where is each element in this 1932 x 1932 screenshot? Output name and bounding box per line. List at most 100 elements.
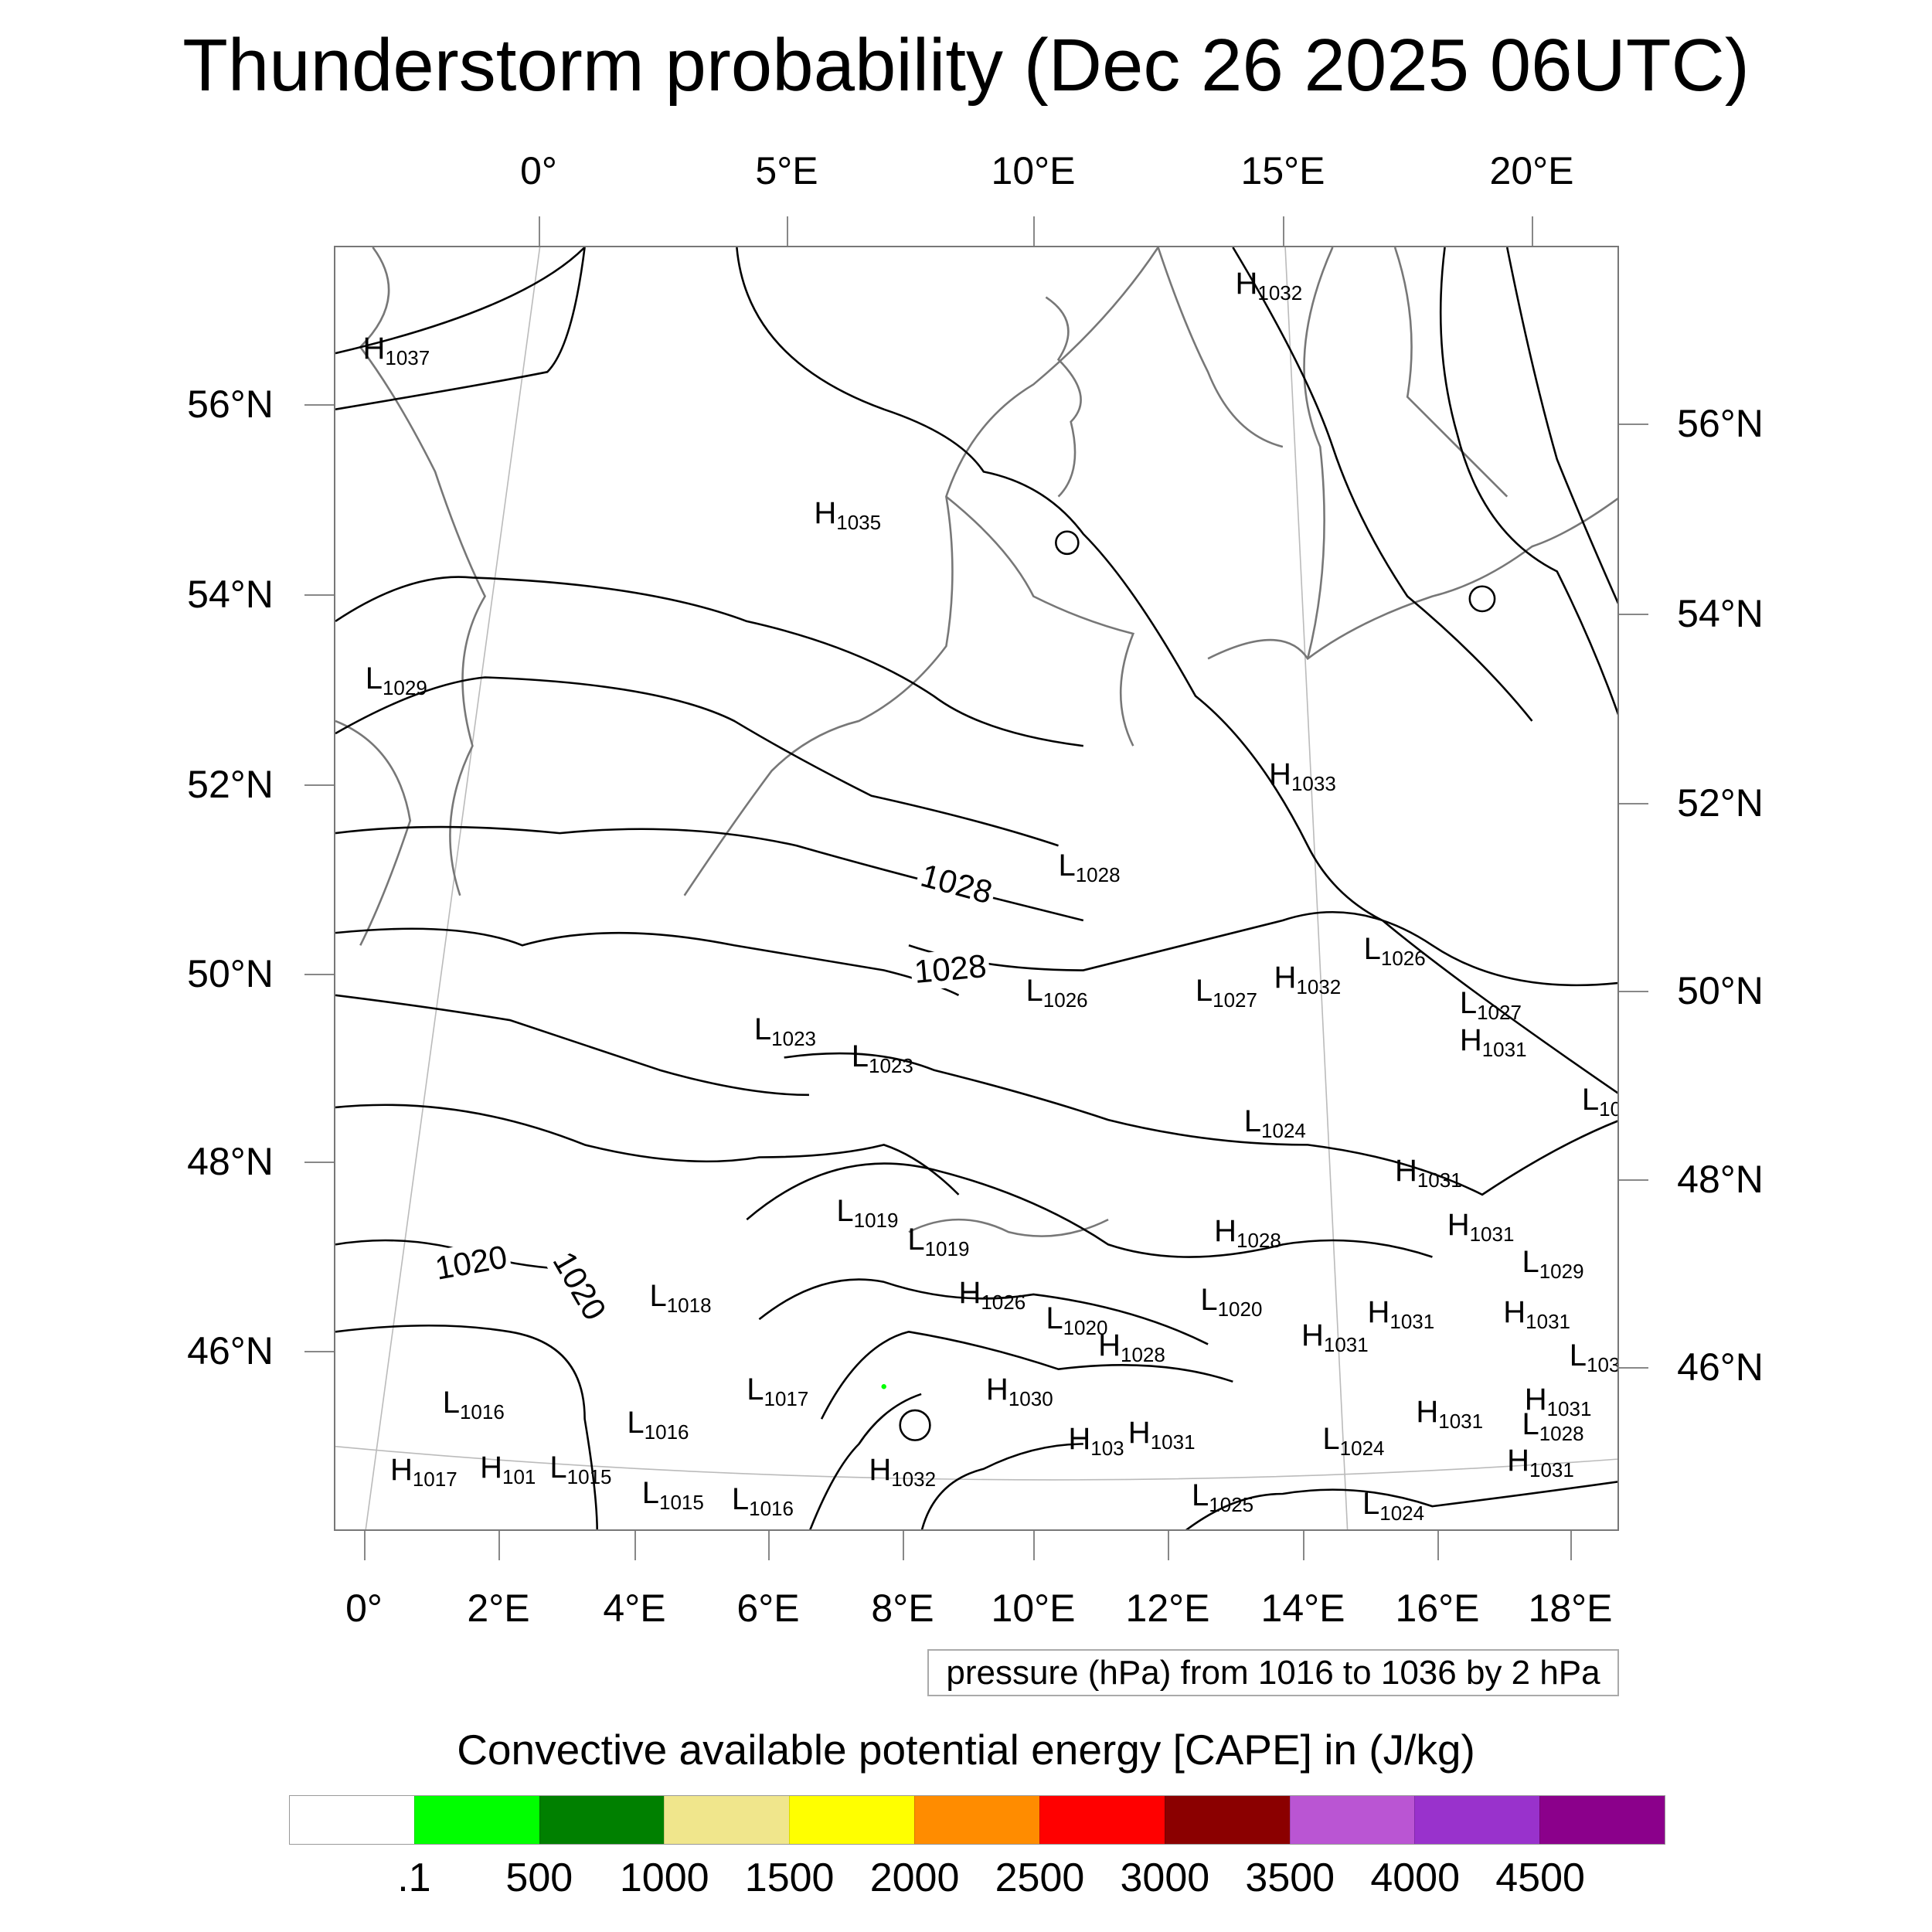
center-value: 1031 (1438, 1409, 1484, 1433)
center-value: 1026 (981, 1291, 1026, 1315)
center-type: L (1363, 932, 1381, 967)
colorbar-swatch (539, 1796, 665, 1844)
tick-mark (1283, 216, 1284, 246)
center-type: H (1524, 1382, 1547, 1417)
center-value: 1031 (1546, 1396, 1592, 1420)
center-type: H (985, 1372, 1009, 1406)
colorbar-title: Convective available potential energy [C… (457, 1726, 1475, 1774)
colorbar-label: .1 (397, 1855, 431, 1900)
low-pressure-label: L1026 (1026, 974, 1088, 1012)
left-lat-label: 52°N (187, 763, 274, 806)
bottom-lon-label: 2°E (467, 1587, 530, 1630)
tick-mark (539, 216, 540, 246)
center-value: 1016 (644, 1420, 689, 1444)
high-pressure-label: H1032 (1236, 267, 1303, 305)
low-pressure-label: L1016 (443, 1386, 505, 1424)
center-value: 1020 (1063, 1315, 1108, 1339)
colorbar-label: 2000 (869, 1855, 960, 1900)
center-value: 1024 (1379, 1502, 1425, 1526)
center-value: 1025 (1209, 1492, 1254, 1516)
low-pressure-label: L1016 (732, 1482, 794, 1521)
center-type: H (1503, 1294, 1526, 1329)
low-pressure-label: L1029 (1522, 1245, 1583, 1284)
bottom-lon-label: 12°E (1125, 1587, 1210, 1630)
tick-mark (634, 1531, 636, 1560)
center-type: L (851, 1039, 869, 1073)
center-value: 101 (502, 1465, 536, 1489)
center-value: 103 (1587, 1353, 1619, 1377)
colorbar-swatch (1414, 1796, 1540, 1844)
tick-mark (304, 974, 334, 975)
bottom-lon-label: 16°E (1395, 1587, 1480, 1630)
tick-mark (1532, 216, 1533, 246)
low-pressure-label: L1018 (649, 1279, 711, 1318)
center-value: 1028 (1120, 1343, 1165, 1367)
center-type: L (1195, 973, 1213, 1008)
bottom-lon-label: 8°E (871, 1587, 934, 1630)
right-lat-label: 48°N (1677, 1158, 1764, 1201)
center-value: 1015 (659, 1490, 704, 1514)
cape-spot (881, 1384, 886, 1389)
tick-mark (1619, 803, 1648, 804)
low-pressure-label: L1019 (907, 1223, 969, 1261)
center-type: L (1192, 1478, 1209, 1512)
center-type: L (365, 662, 383, 696)
center-value: 1028 (1539, 1421, 1584, 1445)
center-value: 1029 (1539, 1260, 1584, 1284)
center-type: H (480, 1451, 502, 1485)
meridian-15 (1284, 247, 1349, 1529)
center-value: 1031 (1150, 1430, 1196, 1454)
tick-mark (1570, 1531, 1572, 1560)
center-type: H (1068, 1422, 1091, 1457)
center-value: 1023 (868, 1053, 913, 1077)
center-value: 1035 (836, 510, 882, 534)
low-pressure-label: L1024 (1362, 1487, 1424, 1526)
tick-mark (768, 1531, 770, 1560)
colorbar-label: 4000 (1370, 1855, 1461, 1900)
right-lat-label: 56°N (1677, 402, 1764, 445)
center-type: H (1274, 961, 1297, 995)
low-pressure-label: L1020 (1046, 1301, 1107, 1340)
low-pressure-label: L1024 (1322, 1422, 1384, 1461)
colorbar-swatch (1289, 1796, 1415, 1844)
center-type: H (1367, 1294, 1390, 1329)
high-pressure-label: H101 (480, 1451, 536, 1489)
contour-label: 1028 (910, 947, 992, 992)
colorbar (289, 1795, 1665, 1845)
high-pressure-label: H1031 (1301, 1318, 1369, 1357)
center-type: H (1214, 1213, 1236, 1248)
colorbar-label: 1000 (619, 1855, 709, 1900)
center-type: H (814, 495, 837, 530)
center-value: 1026 (1380, 947, 1426, 971)
center-value: 1031 (1417, 1168, 1462, 1192)
center-type: H (1459, 1023, 1482, 1058)
colorbar-swatch (290, 1796, 414, 1844)
center-type: L (1569, 1338, 1587, 1373)
center-type: H (362, 331, 386, 366)
colorbar-swatch (1164, 1796, 1290, 1844)
low-pressure-label: L1017 (747, 1372, 808, 1411)
center-type: H (1394, 1154, 1417, 1189)
center-value: 1029 (382, 676, 427, 700)
colorbar-swatch (1539, 1796, 1665, 1844)
center-type: L (836, 1193, 854, 1228)
colorbar-label: 3500 (1245, 1855, 1335, 1900)
center-value: 1027 (1477, 1000, 1522, 1024)
center-type: L (649, 1278, 667, 1313)
center-type: L (1058, 849, 1076, 883)
high-pressure-label: H1033 (1269, 757, 1336, 796)
colorbar-label: 4500 (1495, 1855, 1585, 1900)
center-type: H (389, 1453, 413, 1488)
high-pressure-label: H1030 (986, 1372, 1053, 1411)
center-value: 1026 (1043, 988, 1088, 1012)
parallel-45 (335, 1445, 1617, 1481)
center-value: 1015 (566, 1465, 612, 1489)
center-value: 1030 (1008, 1386, 1053, 1410)
right-lat-label: 46°N (1677, 1345, 1764, 1389)
colorbar-swatch (664, 1796, 790, 1844)
center-value: 1017 (764, 1386, 809, 1410)
center-value: 1031 (1481, 1038, 1527, 1062)
center-value: 1024 (1339, 1437, 1385, 1461)
center-value: 1032 (1257, 281, 1303, 304)
center-value: 1019 (853, 1208, 899, 1232)
